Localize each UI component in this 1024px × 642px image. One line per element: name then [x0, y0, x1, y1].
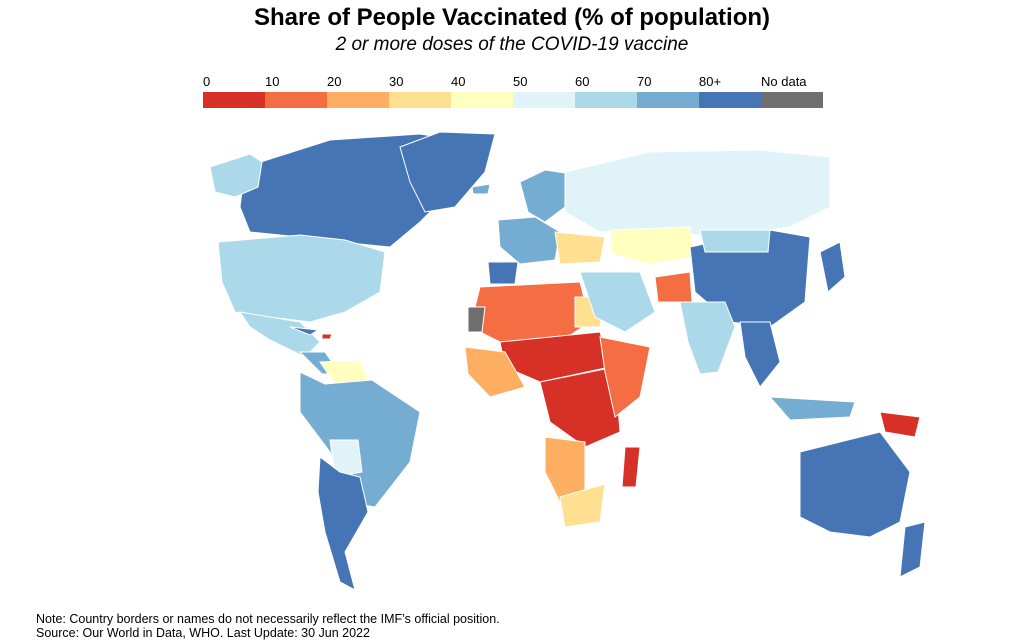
region-afghanistan — [654, 271, 693, 303]
region-australia — [799, 431, 911, 538]
legend-label: 40 — [451, 74, 466, 89]
region-mongolia — [699, 229, 771, 253]
footer-source: Source: Our World in Data, WHO. Last Upd… — [36, 626, 370, 640]
legend-label: 60 — [575, 74, 590, 89]
map-subtitle: 2 or more doses of the COVID-19 vaccine — [335, 34, 689, 55]
region-north-africa — [469, 281, 591, 343]
region-east-africa — [599, 336, 651, 418]
region-madagascar — [621, 446, 641, 488]
region-indonesia — [768, 396, 856, 421]
region-scandinavia — [519, 169, 573, 223]
legend-label: 30 — [389, 74, 404, 89]
legend-swatch — [389, 92, 451, 108]
legend-label: 10 — [265, 74, 280, 89]
region-southern-africa — [559, 483, 606, 528]
region-papua-new-guinea — [879, 411, 921, 438]
region-bolivia — [329, 439, 363, 478]
region-southeast-asia — [739, 321, 781, 388]
region-india — [679, 301, 736, 375]
legend-label: 70 — [637, 74, 652, 89]
region-chile-argentina — [317, 456, 369, 591]
legend-swatch — [761, 92, 823, 108]
region-brazil — [299, 371, 421, 508]
legend-swatch — [265, 92, 327, 108]
region-iceland — [471, 183, 491, 195]
region-iberia — [487, 261, 519, 285]
footer-note: Note: Country borders or names do not ne… — [36, 612, 500, 626]
region-venezuela — [319, 359, 369, 385]
region-japan — [819, 241, 846, 293]
region-cuba — [289, 326, 320, 336]
region-usa — [217, 234, 386, 323]
legend-label: 20 — [327, 74, 342, 89]
region-central-africa — [539, 366, 621, 448]
region-kazakhstan — [609, 226, 696, 265]
region-western-sahara — [467, 306, 486, 333]
legend-swatch — [637, 92, 699, 108]
legend-swatch — [699, 92, 761, 108]
legend-swatch — [203, 92, 265, 108]
legend-swatch — [451, 92, 513, 108]
legend-swatch — [327, 92, 389, 108]
region-greenland — [399, 131, 496, 213]
region-new-zealand — [899, 521, 926, 578]
legend-swatch — [513, 92, 575, 108]
world-map — [209, 131, 926, 591]
legend-label: 0 — [203, 74, 211, 89]
legend-label: 50 — [513, 74, 528, 89]
legend-label: 80+ — [699, 74, 722, 89]
legend-label: No data — [761, 74, 807, 89]
legend-swatch — [575, 92, 637, 108]
region-west-africa — [464, 346, 526, 398]
map-title: Share of People Vaccinated (% of populat… — [253, 4, 771, 31]
region-middle-east — [579, 271, 656, 333]
region-russia — [564, 149, 831, 238]
region-eastern-europe — [554, 231, 606, 265]
color-legend: 0 10 20 30 40 50 60 70 80+ No data — [203, 74, 823, 110]
region-alaska — [209, 153, 263, 198]
region-western-europe — [497, 216, 561, 265]
region-haiti — [321, 333, 333, 340]
